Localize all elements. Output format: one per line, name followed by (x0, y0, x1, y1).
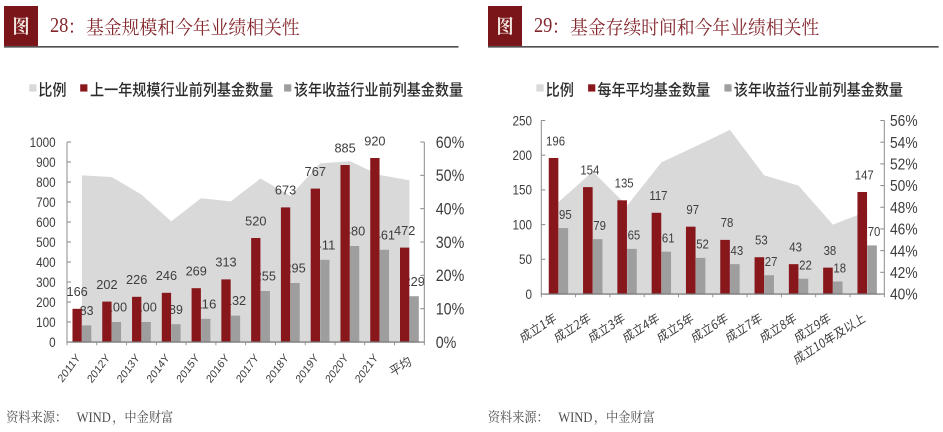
svg-text:100: 100 (36, 315, 56, 330)
svg-text:900: 900 (36, 155, 56, 170)
svg-text:61: 61 (662, 231, 675, 246)
svg-text:767: 767 (305, 164, 326, 179)
svg-text:95: 95 (559, 207, 572, 222)
svg-text:52%: 52% (890, 157, 918, 174)
svg-text:500: 500 (36, 235, 56, 250)
svg-text:226: 226 (126, 272, 147, 287)
svg-text:300: 300 (36, 275, 56, 290)
svg-text:89: 89 (169, 302, 183, 317)
svg-text:78: 78 (721, 215, 734, 230)
svg-text:202: 202 (96, 277, 117, 292)
svg-text:WIND: WIND (77, 409, 111, 425)
svg-text:673: 673 (275, 183, 296, 198)
svg-text:50%: 50% (436, 167, 465, 185)
svg-text:40%: 40% (890, 287, 918, 304)
svg-text:79: 79 (593, 218, 606, 233)
svg-text:1000: 1000 (30, 135, 56, 150)
svg-text:48%: 48% (890, 200, 918, 217)
svg-text:20%: 20% (436, 267, 465, 285)
svg-text:2019Y: 2019Y (294, 351, 322, 386)
svg-text:2020Y: 2020Y (324, 351, 352, 386)
svg-text:43: 43 (731, 243, 744, 258)
svg-text:0: 0 (525, 287, 532, 302)
svg-text:29: 29 (534, 14, 552, 37)
svg-text:28: 28 (50, 14, 68, 37)
svg-text:65: 65 (628, 228, 641, 243)
svg-text:30%: 30% (436, 234, 465, 252)
svg-text:250: 250 (512, 114, 532, 129)
svg-text:83: 83 (80, 303, 94, 318)
svg-text:2012Y: 2012Y (85, 351, 113, 386)
svg-text:166: 166 (66, 284, 87, 299)
svg-text:60%: 60% (436, 134, 465, 152)
svg-text:2021Y: 2021Y (353, 351, 381, 386)
svg-text:0%: 0% (436, 334, 457, 352)
svg-text:56%: 56% (890, 113, 918, 130)
svg-text:2014Y: 2014Y (145, 351, 173, 386)
svg-text:200: 200 (36, 295, 56, 310)
svg-text:27: 27 (765, 254, 778, 269)
svg-text:40%: 40% (436, 201, 465, 219)
svg-text:196: 196 (546, 134, 565, 149)
svg-text:97: 97 (686, 202, 699, 217)
svg-text:52: 52 (696, 237, 709, 252)
svg-text:50%: 50% (890, 178, 918, 195)
svg-text:44%: 44% (890, 243, 918, 260)
svg-text:2013Y: 2013Y (115, 351, 143, 386)
svg-text:150: 150 (512, 183, 532, 198)
svg-text:313: 313 (215, 255, 236, 270)
svg-text:18: 18 (833, 261, 846, 276)
svg-text:100: 100 (512, 218, 532, 233)
svg-text:22: 22 (799, 258, 812, 273)
svg-text:200: 200 (512, 148, 532, 163)
svg-text:885: 885 (334, 141, 355, 156)
svg-text:50: 50 (519, 252, 532, 267)
svg-text:800: 800 (36, 175, 56, 190)
svg-text:53: 53 (755, 233, 768, 248)
svg-text:147: 147 (855, 168, 874, 183)
svg-text:520: 520 (245, 214, 266, 229)
svg-text:38: 38 (824, 243, 837, 258)
svg-text:2011Y: 2011Y (56, 351, 83, 385)
svg-text:246: 246 (156, 268, 177, 283)
svg-text:135: 135 (615, 176, 634, 191)
svg-text:10%: 10% (436, 301, 465, 319)
svg-text:WIND: WIND (558, 409, 592, 425)
svg-text:154: 154 (580, 163, 599, 178)
svg-text:269: 269 (186, 264, 207, 279)
svg-text:2018Y: 2018Y (264, 351, 292, 386)
svg-text:472: 472 (394, 223, 415, 238)
svg-text:42%: 42% (890, 265, 918, 282)
svg-text:700: 700 (36, 195, 56, 210)
svg-text:2017Y: 2017Y (234, 351, 262, 386)
svg-text:2015Y: 2015Y (175, 351, 203, 386)
svg-text:920: 920 (364, 134, 385, 149)
svg-text:117: 117 (649, 188, 667, 203)
svg-text:54%: 54% (890, 135, 918, 152)
svg-text:46%: 46% (890, 222, 918, 239)
svg-text:43: 43 (789, 240, 802, 255)
svg-text:600: 600 (36, 215, 56, 230)
svg-text:2016Y: 2016Y (204, 351, 232, 386)
svg-text:400: 400 (36, 255, 56, 270)
svg-text:70: 70 (868, 224, 881, 239)
svg-text:0: 0 (49, 335, 56, 350)
